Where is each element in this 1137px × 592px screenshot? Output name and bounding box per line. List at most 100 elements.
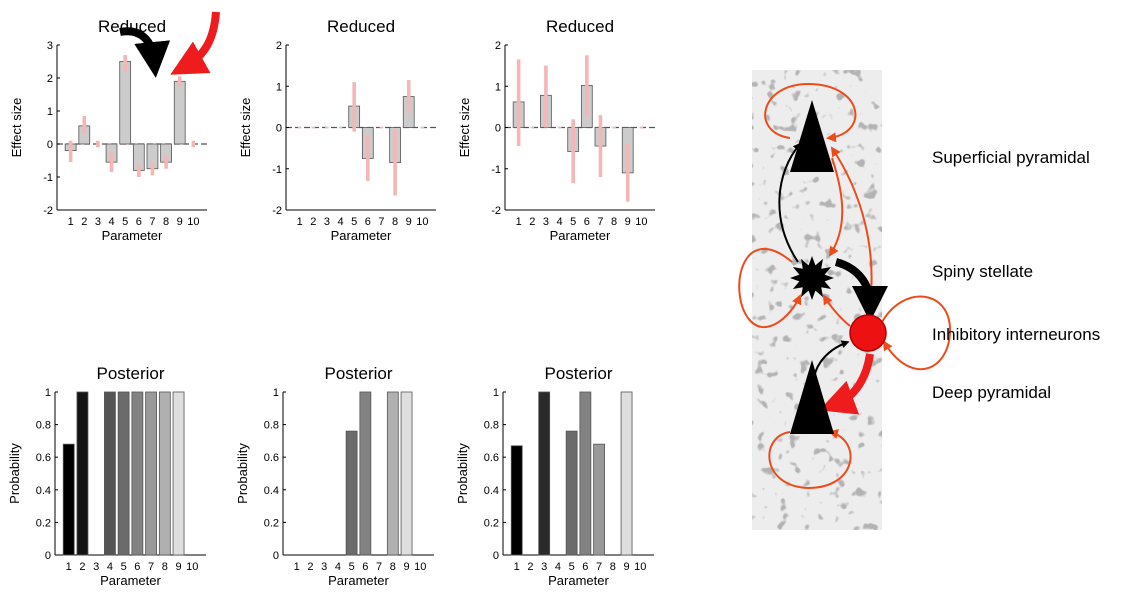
chart-4-bar-6 [131,391,144,556]
chart-3-error-bar-4 [557,126,562,129]
chart-5-y-tick-label: 0.6 [264,452,279,464]
chart-6-x-tick-label: 8 [610,561,616,573]
chart-2-error-bar-4 [338,126,343,129]
chart-4-x-tick-label: 4 [107,561,113,573]
chart-1-x-tick-label: 6 [136,216,142,228]
chart-2-x-tick-label: 7 [378,216,384,228]
chart-5-x-tick-label: 5 [349,561,355,573]
chart-2-x-tick-label: 6 [365,216,371,228]
chart-6-y-tick-label: 1 [493,387,499,399]
chart-3-x-tick-label: 1 [516,216,522,228]
chart-2-title: Reduced [327,17,395,36]
superficial-self-loop [764,82,857,143]
inhibitory-to-spiny [822,294,851,327]
chart-2-y-axis-label: Effect size [238,98,253,158]
chart-6-x-tick-label: 4 [555,561,561,573]
chart-4-x-tick-label: 7 [148,561,154,573]
chart-1-error-bar-1 [68,140,73,163]
chart-5-x-tick-label: 6 [362,561,368,573]
chart-4-bar-1 [62,443,75,556]
posterior-chart-2: 00.20.40.60.811 2 3 4 5 6 7 8 9 10PosteriorParame… [235,364,434,588]
chart-2-x-axis-label: Parameter [331,228,392,243]
chart-1-error-bar-3 [96,140,100,148]
chart-4-bar-4 [104,391,116,556]
spiny-to-inhibitory [834,258,888,322]
chart-5-y-tick-label: 0.2 [264,517,279,529]
chart-3-x-tick-label: 5 [570,216,576,228]
chart-1-error-bar-9 [177,76,182,87]
chart-1-title: Reduced [98,17,166,36]
chart-1-y-tick-label: 1 [47,106,53,118]
chart-6-x-tick-label: 2 [527,561,533,573]
chart-1-x-tick-label: 2 [81,216,87,228]
red-annotation-arrow [170,11,220,75]
chart-6-x-tick-label: 6 [582,561,588,573]
chart-5-x-tick-label: 3 [321,561,327,573]
posterior-chart-3: 00.20.40.60.811 2 3 4 5 6 7 8 9 10PosteriorParame… [455,364,654,588]
chart-3-x-tick-label: 4 [556,216,562,228]
deep-self-loop [768,429,852,490]
chart-3-x-tick-label: 7 [597,216,603,228]
chart-1-x-tick-label: 3 [95,216,101,228]
chart-4-bar-8 [158,391,171,556]
chart-1-error-bar-2 [82,115,87,135]
chart-6-bar-9 [620,391,633,556]
chart-3-x-tick-label: 3 [543,216,549,228]
chart-5-x-tick-label: 1 [294,561,300,573]
chart-6-x-tick-label: 1 [514,561,520,573]
chart-5-x-tick-label: 9 [403,561,409,573]
chart-3-error-bar-6 [585,55,589,118]
chart-2-error-bar-5 [352,82,356,132]
chart-1-y-tick-label: 2 [47,73,53,85]
chart-3-error-bar-3 [544,65,548,128]
chart-3-y-tick-label: -1 [491,164,501,176]
chart-4-x-tick-label: 1 [66,561,72,573]
chart-6-y-tick-label: 0.4 [484,485,499,497]
chart-1-error-bar-7 [150,162,155,176]
inhibitory-to-deep [819,353,874,415]
chart-5-bar-8 [386,391,399,556]
chart-2-error-bar-7 [379,126,384,129]
chart-4-x-axis-label: Parameter [100,573,161,588]
chart-2-y-tick-label: -2 [272,205,282,217]
chart-4-y-axis-label: Probability [7,443,22,504]
superficial-pyramidal-neuron [790,100,834,172]
chart-2-y-tick-label: 2 [276,40,282,52]
chart-5-x-tick-label: 8 [390,561,396,573]
inhibitory-interneuron [849,314,887,352]
chart-3-x-tick-label: 10 [635,216,647,228]
chart-2-x-tick-label: 9 [406,216,412,228]
chart-1-y-tick-label: -1 [43,172,53,184]
chart-3-error-bar-9 [625,144,630,202]
chart-4-x-tick-label: 9 [175,561,181,573]
chart-4-bar-2 [76,391,89,556]
deep-pyramidal-neuron [790,360,834,434]
chart-5-title: Posterior [324,364,392,383]
chart-6-x-tick-label: 7 [596,561,602,573]
chart-1-x-tick-label: 9 [177,216,183,228]
chart-1-error-bar-5 [123,54,127,72]
chart-1-y-tick-label: 3 [47,40,53,52]
chart-2-x-tick-label: 1 [297,216,303,228]
chart-1-bar-9 [173,80,186,145]
chart-2-error-bar-1 [297,126,302,129]
chart-1-y-axis-label: Effect size [9,98,24,158]
chart-6-y-axis-label: Probability [455,443,470,504]
chart-3-title: Reduced [546,17,614,36]
chart-1-error-bar-4 [109,152,114,173]
chart-1-y-tick-label: 0 [47,139,53,151]
label-inhibitory-interneurons: Inhibitory interneurons [932,325,1100,344]
chart-6-bar-1 [510,445,523,556]
chart-3-x-tick-label: 9 [625,216,631,228]
chart-2-x-tick-label: 2 [310,216,316,228]
label-spiny-stellate: Spiny stellate [932,262,1033,281]
chart-6-y-tick-label: 0.6 [484,452,499,464]
label-superficial-pyramidal: Superficial pyramidal [932,148,1090,167]
chart-6-x-tick-label: 9 [623,561,629,573]
chart-1-bar-5 [119,61,132,145]
chart-4-y-tick-label: 0.6 [36,452,51,464]
chart-4-x-tick-label: 5 [121,561,127,573]
